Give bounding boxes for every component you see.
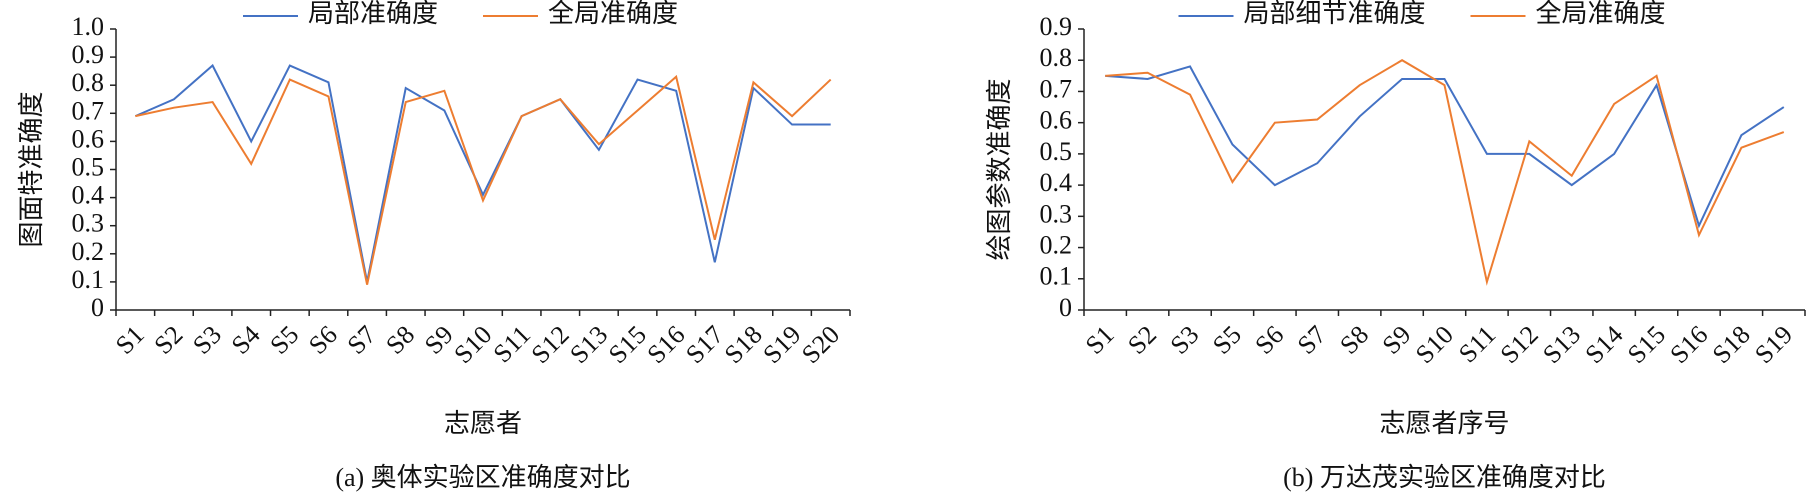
x-tick-label: S7 bbox=[342, 320, 382, 360]
x-tick-label: S2 bbox=[148, 320, 188, 360]
x-tick-label: S9 bbox=[1377, 320, 1417, 360]
x-tick-label: S11 bbox=[1453, 320, 1501, 368]
y-tick-label: 0.7 bbox=[1040, 74, 1073, 103]
y-tick-label: 0.8 bbox=[1040, 43, 1073, 72]
chart-title: (a) 奥体实验区准确度对比 bbox=[335, 463, 630, 492]
x-tick-label: S3 bbox=[1165, 320, 1205, 360]
x-tick-label: S7 bbox=[1292, 320, 1332, 360]
x-tick-label: S10 bbox=[1410, 320, 1459, 369]
x-tick-label: S1 bbox=[1080, 320, 1120, 360]
x-tick-label: S19 bbox=[1749, 320, 1798, 369]
legend-label: 局部准确度 bbox=[308, 0, 438, 28]
y-axis-title: 图面特准确度 bbox=[17, 91, 46, 247]
y-tick-label: 0.3 bbox=[1040, 199, 1073, 228]
y-tick-label: 0 bbox=[1059, 293, 1072, 322]
x-tick-label: S4 bbox=[226, 320, 266, 360]
y-tick-label: 0.4 bbox=[1040, 168, 1073, 197]
x-tick-label: S6 bbox=[303, 320, 343, 360]
y-tick-label: 0.6 bbox=[1040, 106, 1073, 135]
y-tick-label: 0.5 bbox=[72, 152, 105, 181]
x-axis-title: 志愿者 bbox=[444, 409, 522, 438]
y-tick-label: 0.4 bbox=[72, 181, 105, 210]
x-tick-label: S8 bbox=[380, 320, 420, 360]
x-tick-label: S2 bbox=[1122, 320, 1162, 360]
x-tick-label: S1 bbox=[110, 320, 150, 360]
y-tick-label: 0.6 bbox=[72, 124, 105, 153]
x-tick-label: S15 bbox=[1622, 320, 1671, 369]
y-tick-label: 0.3 bbox=[72, 209, 105, 238]
y-tick-label: 0.5 bbox=[1040, 137, 1073, 166]
data-line bbox=[1105, 59, 1785, 286]
x-tick-label: S13 bbox=[1537, 320, 1586, 369]
x-tick-label: S6 bbox=[1249, 320, 1289, 360]
x-tick-label: S8 bbox=[1334, 320, 1374, 360]
y-axis-title: 绘图参数准确度 bbox=[985, 78, 1014, 260]
y-tick-label: 0.7 bbox=[72, 96, 105, 125]
y-tick-label: 0.8 bbox=[72, 68, 105, 97]
legend-label: 全局准确度 bbox=[548, 0, 678, 28]
x-tick-label: S14 bbox=[1579, 320, 1628, 369]
x-tick-label: S5 bbox=[264, 320, 304, 360]
y-tick-label: 0.1 bbox=[1040, 262, 1073, 291]
x-tick-label: S12 bbox=[1495, 320, 1544, 369]
legend-label: 全局准确度 bbox=[1536, 0, 1666, 28]
chart-title: (b) 万达茂实验区准确度对比 bbox=[1283, 463, 1606, 492]
y-tick-label: 0.1 bbox=[72, 265, 105, 294]
x-tick-label: S5 bbox=[1207, 320, 1247, 360]
legend-label: 局部细节准确度 bbox=[1244, 0, 1426, 28]
x-tick-label: S18 bbox=[1707, 320, 1756, 369]
y-tick-label: 0.9 bbox=[72, 40, 105, 69]
x-tick-label: S16 bbox=[1664, 320, 1713, 369]
data-line bbox=[135, 74, 832, 285]
data-line bbox=[1105, 65, 1785, 229]
data-line bbox=[134, 63, 831, 283]
y-tick-label: 0.9 bbox=[1040, 12, 1073, 41]
x-tick-label: S3 bbox=[187, 320, 227, 360]
x-tick-label: S20 bbox=[796, 320, 845, 369]
x-axis-title: 志愿者序号 bbox=[1379, 409, 1509, 438]
y-tick-label: 1.0 bbox=[72, 12, 105, 41]
y-tick-label: 0.2 bbox=[1040, 231, 1073, 260]
y-tick-label: 0.2 bbox=[72, 237, 105, 266]
y-tick-label: 0 bbox=[91, 293, 104, 322]
